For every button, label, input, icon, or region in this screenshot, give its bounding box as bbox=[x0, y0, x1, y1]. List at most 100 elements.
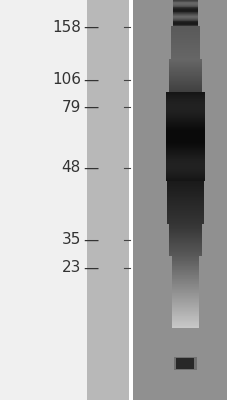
Bar bbox=[172, 6, 197, 7]
Bar bbox=[165, 156, 204, 157]
Bar bbox=[168, 240, 201, 241]
Bar bbox=[171, 315, 198, 316]
Bar bbox=[166, 195, 203, 196]
Bar bbox=[165, 147, 204, 148]
Bar bbox=[165, 115, 204, 116]
Bar bbox=[171, 262, 198, 263]
Bar bbox=[168, 83, 201, 84]
Bar bbox=[172, 12, 197, 13]
Bar bbox=[166, 185, 203, 186]
Bar bbox=[166, 222, 203, 223]
Bar bbox=[168, 66, 201, 68]
Bar bbox=[170, 46, 199, 47]
Bar bbox=[165, 154, 204, 155]
Bar bbox=[168, 60, 201, 61]
Bar bbox=[133, 0, 227, 400]
Bar bbox=[168, 250, 201, 251]
Bar bbox=[170, 56, 199, 57]
Bar bbox=[168, 73, 201, 74]
Bar bbox=[172, 20, 197, 21]
Bar bbox=[165, 140, 204, 141]
Bar bbox=[168, 229, 201, 230]
Bar bbox=[168, 249, 201, 250]
Bar bbox=[171, 266, 198, 267]
Bar bbox=[170, 28, 199, 29]
Bar bbox=[166, 205, 203, 206]
Bar bbox=[171, 265, 198, 266]
Bar bbox=[168, 253, 201, 254]
Bar bbox=[166, 214, 203, 215]
Bar bbox=[171, 278, 198, 279]
Bar bbox=[166, 196, 203, 197]
Bar bbox=[168, 242, 201, 243]
Bar bbox=[165, 171, 204, 172]
Bar bbox=[165, 180, 204, 181]
Bar bbox=[168, 75, 201, 76]
Bar bbox=[166, 190, 203, 191]
Bar bbox=[166, 184, 203, 185]
Bar bbox=[171, 277, 198, 278]
Bar bbox=[170, 41, 199, 42]
Bar bbox=[172, 16, 197, 17]
Text: 23: 23 bbox=[61, 260, 81, 276]
Bar bbox=[170, 52, 199, 53]
Bar bbox=[165, 157, 204, 158]
Bar bbox=[171, 307, 198, 308]
Bar bbox=[165, 97, 204, 98]
Bar bbox=[172, 17, 197, 18]
Bar bbox=[168, 65, 201, 66]
Bar bbox=[168, 68, 201, 69]
Text: —: — bbox=[83, 100, 98, 115]
Bar bbox=[165, 109, 204, 110]
Bar bbox=[171, 316, 198, 317]
Bar bbox=[168, 255, 201, 256]
Bar bbox=[168, 61, 201, 62]
Bar bbox=[172, 24, 197, 25]
Bar bbox=[128, 0, 133, 400]
Bar bbox=[166, 204, 203, 205]
Bar bbox=[171, 276, 198, 277]
Text: 158: 158 bbox=[52, 20, 81, 35]
Bar bbox=[165, 145, 204, 146]
Bar bbox=[165, 158, 204, 159]
Bar bbox=[170, 35, 199, 36]
Bar bbox=[172, 25, 197, 26]
Bar bbox=[168, 235, 201, 236]
Bar bbox=[172, 10, 197, 11]
Bar bbox=[165, 170, 204, 171]
Bar bbox=[165, 111, 204, 112]
Bar bbox=[166, 211, 203, 212]
Bar bbox=[171, 324, 198, 325]
Bar bbox=[165, 134, 204, 135]
Bar bbox=[165, 116, 204, 117]
Bar bbox=[171, 294, 198, 295]
Bar bbox=[168, 63, 201, 64]
Bar bbox=[168, 77, 201, 78]
Bar bbox=[168, 252, 201, 253]
Bar bbox=[171, 295, 198, 296]
Bar bbox=[170, 27, 199, 28]
Bar bbox=[166, 216, 203, 217]
Bar bbox=[168, 225, 201, 226]
Bar bbox=[165, 177, 204, 178]
Bar bbox=[170, 54, 199, 55]
Bar bbox=[171, 309, 198, 310]
Bar bbox=[165, 107, 204, 108]
Bar bbox=[168, 231, 201, 232]
Bar bbox=[166, 210, 203, 211]
Bar bbox=[170, 44, 199, 45]
Bar bbox=[165, 175, 204, 176]
Bar bbox=[165, 95, 204, 96]
Bar bbox=[172, 8, 197, 9]
Bar bbox=[171, 308, 198, 309]
Bar bbox=[166, 197, 203, 198]
Bar bbox=[166, 198, 203, 199]
Bar bbox=[171, 271, 198, 272]
Bar bbox=[166, 217, 203, 218]
Bar bbox=[172, 5, 197, 6]
Bar bbox=[165, 121, 204, 122]
Bar bbox=[168, 226, 201, 227]
Bar bbox=[165, 136, 204, 137]
Bar bbox=[168, 248, 201, 249]
Bar bbox=[171, 321, 198, 322]
